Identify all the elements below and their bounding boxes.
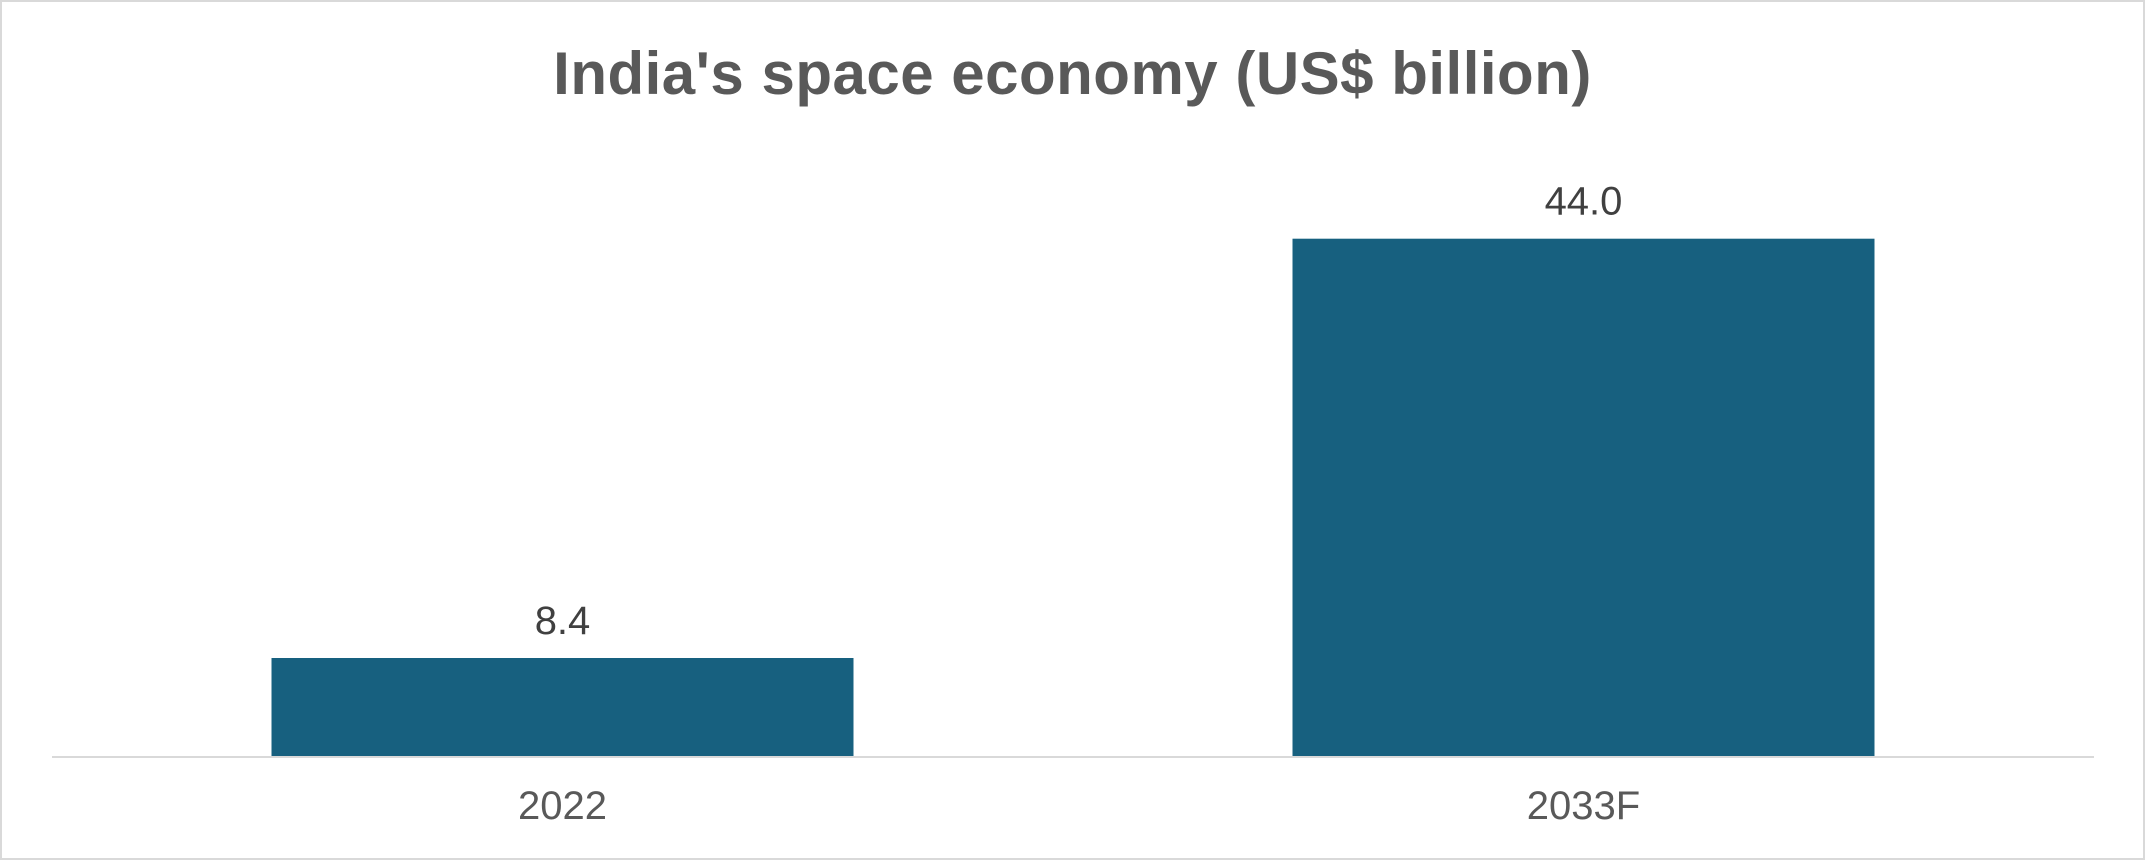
x-tick-label-2033f: 2033F	[1527, 784, 1640, 828]
x-tick-label-2022: 2022	[518, 784, 607, 828]
labels-layer: 8.4 44.0	[535, 180, 1623, 643]
bar-2033f	[1292, 238, 1875, 757]
bar-2022	[271, 658, 854, 757]
chart-title: India's space economy (US$ billion)	[553, 40, 1592, 107]
bars-layer	[271, 238, 1875, 757]
data-label-2033f: 44.0	[1545, 180, 1623, 224]
data-label-2022: 8.4	[535, 599, 591, 643]
x-axis-ticks: 2022 2033F	[518, 784, 1640, 828]
